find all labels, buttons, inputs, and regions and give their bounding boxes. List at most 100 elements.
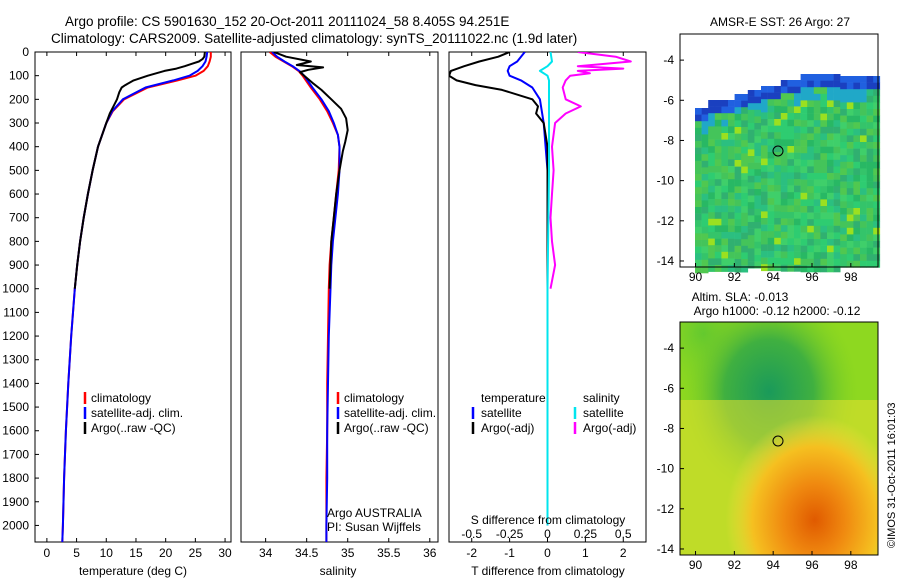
sst-cell [866,227,874,235]
sst-cell [813,146,821,154]
sst-cell [820,80,828,88]
sst-cell [860,122,867,130]
sst-cell [807,245,815,253]
sst-map-frame [679,33,879,268]
sst-cell [840,168,848,176]
sst-cell [794,198,801,206]
sst-cell [813,87,821,95]
sst-cell [820,146,828,154]
sst-cell [741,100,749,108]
map-y-tick-label: -14 [657,542,675,556]
sst-cell [800,192,808,200]
legend-s-argo: Argo(-adj) [583,421,636,435]
sst-cell [787,212,795,219]
sst-cell [820,133,828,141]
sst-cell [807,186,815,194]
sst-cell [840,142,848,149]
sst-cell [807,120,815,128]
sst-cell [866,181,874,189]
sst-cell [813,252,821,260]
sst-cell [761,211,768,219]
sst-cell [833,100,841,108]
sst-cell [734,120,742,128]
sst-cell [800,74,808,81]
sst-cell [761,86,768,93]
sst-cell [734,153,742,161]
sst-cell [866,188,874,196]
sst-cell [853,247,861,255]
sst-cell [734,179,742,187]
sst-cell [754,142,762,150]
sst-cell [741,206,749,214]
sst-cell [734,219,742,227]
sst-cell [827,120,834,128]
sst-cell [721,119,729,127]
sst-cell [774,132,782,140]
sst-cell [800,219,808,227]
sst-cell [820,212,828,220]
x-tick-label: 34 [259,546,273,560]
sst-cell [846,208,854,215]
sst-cell [721,238,729,246]
sst-cell [774,191,782,199]
sst-cell [787,159,795,167]
sst-cell [866,201,874,209]
sst-cell [813,206,821,213]
sst-cell [701,246,709,254]
sst-cell [873,227,881,235]
sst-cell [754,116,762,124]
sst-cell [761,112,768,120]
sst-cell [853,168,861,176]
sst-cell [787,205,795,213]
sst-cell [754,129,762,137]
sst-cell [734,199,742,207]
sst-cell [813,186,821,194]
sla-map-title: Altim. SLA: -0.013 [692,290,789,304]
sst-cell [853,175,861,182]
sst-cell [761,191,768,199]
sst-cell [853,194,861,202]
sst-cell [820,87,828,95]
sst-cell [846,221,854,229]
sst-cell [787,113,795,120]
sst-cell [741,166,749,174]
sst-cell [807,239,815,246]
sst-cell [754,248,762,256]
sst-cell [794,119,801,127]
x-tick-label: 34.5 [295,546,319,560]
sst-cell [800,179,808,187]
sst-cell [787,185,795,193]
sst-cell [741,193,749,200]
sst-cell [853,181,861,189]
sst-cell [780,80,788,87]
map-y-tick-label: -4 [663,53,674,67]
y-tick-label: 1500 [2,400,29,414]
sst-cell [761,237,768,245]
sst-cell [780,152,788,160]
sst-cell [846,168,854,176]
sst-cell [695,266,702,274]
sst-cell [853,161,861,169]
sst-cell [754,202,762,210]
sst-cell [853,227,861,235]
sst-cell [734,133,742,141]
sst-cell [833,212,841,220]
sst-cell [754,228,762,236]
sst-cell [807,265,815,273]
sst-cell [747,96,755,104]
sst-cell [767,171,775,179]
x-tick-label: 2 [620,546,627,560]
sst-cell [827,153,834,161]
sst-cell [747,215,755,223]
sst-cell [853,89,861,97]
sst-cell [840,221,848,229]
sst-cell [807,146,815,154]
sst-cell [827,87,834,95]
sst-cell [820,186,828,194]
sst-cell [833,265,841,273]
sst-cell [794,192,801,200]
sst-cell [800,232,808,240]
sst-cell [780,106,788,114]
sst-cell [767,244,775,252]
sst-cell [754,109,762,117]
